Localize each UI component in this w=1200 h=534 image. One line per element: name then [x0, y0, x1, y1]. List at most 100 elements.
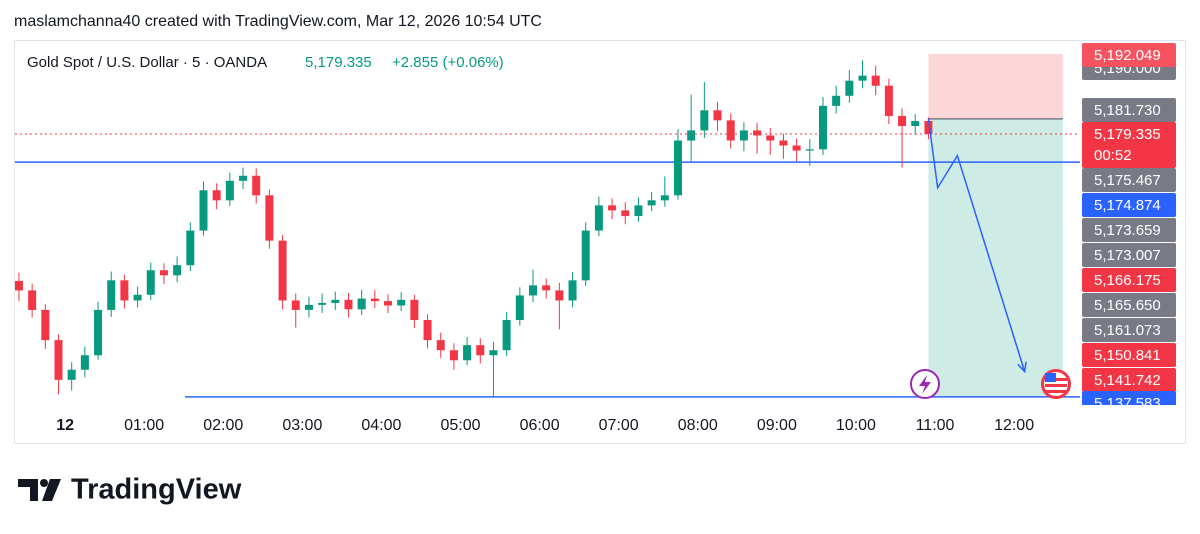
time-axis: 12 01:00 02:00 03:00 04:00 05:00 06:00 07:00 08:… — [56, 417, 1034, 434]
price-label-box — [1082, 293, 1176, 317]
candle-body — [832, 95, 841, 106]
candle-body — [555, 290, 564, 301]
candle-body — [529, 285, 538, 296]
candle-body — [660, 195, 669, 201]
candle-body — [766, 135, 775, 141]
candle-body — [133, 294, 142, 301]
candle-body — [41, 309, 50, 341]
legend-price: 5,179.335 — [305, 54, 372, 71]
candle-body — [186, 230, 195, 266]
candle-body — [344, 299, 353, 310]
price-label: 5,181.730 — [1094, 102, 1161, 119]
candle-body — [318, 302, 327, 305]
x-tick-label: 12:00 — [994, 417, 1034, 434]
candle-body — [449, 350, 458, 361]
symbol-title: Gold Spot / U.S. Dollar · 5 · OANDA — [27, 54, 267, 71]
price-label: 5,174.874 — [1094, 197, 1161, 214]
candle-body — [871, 75, 880, 86]
candle-body — [779, 140, 788, 146]
candle-body — [818, 105, 827, 150]
candle-body — [28, 290, 37, 310]
price-label-box — [1082, 391, 1176, 405]
candle-body — [304, 304, 313, 310]
x-tick-label: 09:00 — [757, 417, 797, 434]
candle-body — [647, 200, 656, 206]
candle-body — [225, 180, 234, 201]
candle-body — [146, 270, 155, 295]
price-label: 5,175.467 — [1094, 172, 1161, 189]
candle-body — [753, 130, 762, 136]
candle-body — [726, 120, 735, 141]
candle-body — [94, 309, 103, 356]
price-label-box — [1082, 218, 1176, 242]
target-zone — [928, 118, 1063, 397]
candle-body — [173, 265, 182, 276]
price-label-box — [1082, 318, 1176, 342]
x-tick-label: 10:00 — [836, 417, 876, 434]
chart-frame — [14, 40, 1186, 444]
price-label: 5,173.007 — [1094, 247, 1161, 264]
price-label-box — [1082, 268, 1176, 292]
x-tick-label: 11:00 — [916, 417, 955, 434]
price-label: 5,192.049 — [1094, 47, 1161, 64]
candle-body — [397, 299, 406, 306]
price-axis: 5,190.0005,192.0495,181.7305,179.33500:5… — [1082, 43, 1176, 405]
candle-body — [239, 175, 248, 181]
plot — [15, 53, 1080, 398]
price-label: 5,165.650 — [1094, 297, 1161, 314]
candle-body — [911, 120, 920, 127]
candle-body — [845, 80, 854, 96]
x-tick-label: 06:00 — [520, 417, 560, 434]
candle-body — [792, 145, 801, 151]
price-label: 5,141.742 — [1094, 372, 1161, 389]
price-label: 5,150.841 — [1094, 347, 1161, 364]
x-tick-label: 04:00 — [361, 417, 401, 434]
x-tick-label: 03:00 — [282, 417, 322, 434]
candle-body — [291, 300, 300, 310]
price-label: 5,179.335 — [1094, 126, 1161, 143]
candle-body — [265, 195, 274, 241]
candle-body — [159, 270, 168, 276]
candle-body — [331, 299, 340, 303]
price-label: 5,166.175 — [1094, 272, 1161, 289]
candle-body — [15, 280, 23, 291]
candle-body — [581, 230, 590, 281]
candle-body — [542, 285, 551, 291]
price-label-box — [1082, 343, 1176, 367]
candle-body — [199, 190, 208, 231]
candle-body — [515, 295, 524, 320]
candle-body — [476, 345, 485, 356]
x-tick-label: 01:00 — [124, 417, 164, 434]
candle-body — [107, 280, 116, 310]
legend-change: +2.855 (+0.06%) — [392, 54, 504, 71]
price-label-box — [1082, 168, 1176, 192]
candle-body — [884, 85, 893, 116]
candle-body — [463, 345, 472, 361]
candle-body — [608, 205, 617, 211]
projection-path — [927, 118, 1026, 372]
candle-body — [805, 149, 814, 151]
price-label-box — [1082, 243, 1176, 267]
candle-body — [54, 340, 63, 380]
candle-body — [594, 205, 603, 231]
candle-body — [739, 130, 748, 141]
candle-body — [898, 115, 907, 127]
candle-body — [673, 140, 682, 196]
candle-body — [410, 299, 419, 320]
x-tick-label: 12 — [56, 417, 74, 434]
candle-body — [252, 175, 261, 196]
candle-body — [713, 110, 722, 121]
price-label-box — [1082, 193, 1176, 217]
price-label: 5,161.073 — [1094, 322, 1161, 339]
candle-body — [120, 280, 129, 301]
x-tick-label: 08:00 — [678, 417, 718, 434]
candle-body — [700, 110, 709, 131]
header: maslamchanna40 created with TradingView.… — [14, 13, 542, 30]
candle-body — [384, 301, 393, 306]
x-tick-label: 02:00 — [203, 417, 243, 434]
candle-body — [489, 350, 498, 356]
stop-zone — [928, 53, 1063, 119]
logo-text: TradingView — [71, 474, 242, 506]
